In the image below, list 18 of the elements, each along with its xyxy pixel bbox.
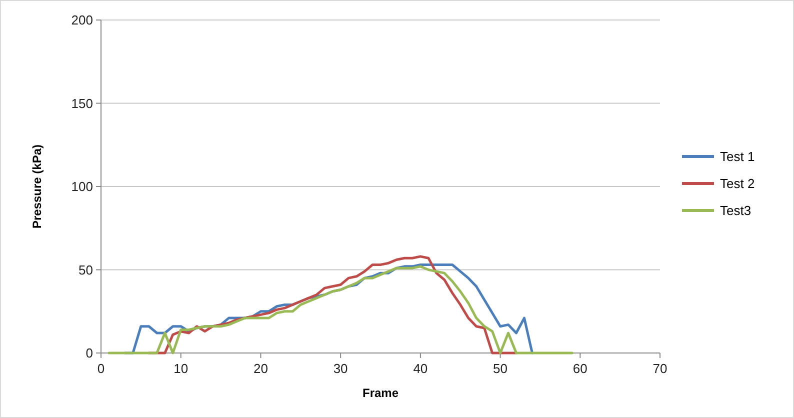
y-tick-label: 200	[71, 12, 93, 28]
x-tick-label: 50	[493, 361, 508, 376]
x-tick-label: 40	[413, 361, 428, 376]
y-tick-label: 0	[86, 346, 93, 361]
legend-label: Test3	[720, 203, 752, 218]
legend-label: Test 2	[720, 176, 755, 192]
x-tick-label: 30	[333, 361, 348, 376]
y-tick-label: 50	[78, 262, 93, 278]
x-tick-label: 60	[572, 361, 588, 376]
x-tick-label: 0	[97, 361, 105, 376]
x-tick-label: 70	[652, 361, 668, 376]
y-tick-label: 150	[71, 96, 93, 111]
x-tick-label: 20	[253, 361, 268, 376]
y-axis-title: Pressure (kPa)	[30, 144, 44, 229]
x-tick-label: 10	[174, 361, 188, 376]
legend-label: Test 1	[720, 149, 755, 164]
x-axis-title: Frame	[362, 386, 399, 400]
y-tick-label: 100	[71, 179, 93, 194]
